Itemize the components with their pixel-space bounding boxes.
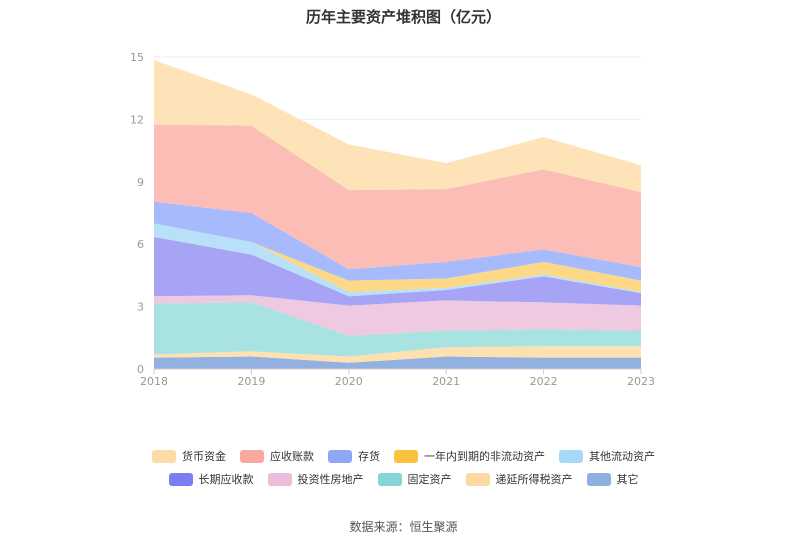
legend-swatch	[152, 449, 176, 463]
x-tick-label: 2021	[432, 375, 460, 388]
legend-item[interactable]: 投资性房地产	[267, 471, 364, 487]
legend-swatch	[240, 449, 264, 463]
legend-item[interactable]: 递延所得税资产	[465, 471, 573, 487]
legend-label: 其他流动资产	[589, 450, 655, 463]
area-series-2	[154, 302, 641, 357]
x-tick-label: 2023	[627, 375, 655, 388]
legend-item[interactable]: 存货	[328, 448, 380, 464]
area-series-0	[154, 356, 641, 369]
legend-label: 货币资金	[182, 450, 226, 463]
legend-item[interactable]: 固定资产	[377, 471, 452, 487]
legend-item[interactable]: 一年内到期的非流动资产	[394, 448, 545, 464]
legend-label: 长期应收款	[198, 473, 254, 486]
legend-swatch	[465, 472, 490, 486]
legend-label: 递延所得税资产	[495, 473, 573, 486]
legend-row: 长期应收款 投资性房地产 固定资产 递延所得税资产 其它	[0, 471, 807, 487]
legend-swatch	[267, 472, 292, 486]
area-series-7	[154, 201, 641, 281]
legend-label: 固定资产	[407, 473, 452, 486]
y-tick-label: 3	[137, 301, 144, 314]
legend-item[interactable]: 其它	[586, 471, 639, 487]
legend-label: 投资性房地产	[297, 473, 364, 486]
chart-legend: 货币资金 应收账款 存货 一年内到期的非流动资产 其他流动资产长期应收款 投资性房地产 固定…	[0, 448, 807, 494]
legend-swatch	[586, 472, 611, 486]
legend-label: 应收账款	[270, 450, 314, 463]
x-tick-label: 2022	[530, 375, 558, 388]
data-source-note: 数据来源：恒生聚源	[349, 520, 458, 534]
legend-swatch	[328, 449, 352, 463]
y-tick-label: 6	[137, 238, 144, 251]
legend-label: 一年内到期的非流动资产	[424, 450, 545, 463]
area-series-1	[154, 346, 641, 363]
area-series-3	[154, 295, 641, 336]
legend-row: 货币资金 应收账款 存货 一年内到期的非流动资产 其他流动资产	[0, 448, 807, 464]
area-series-9	[154, 60, 641, 193]
legend-swatch	[377, 472, 402, 486]
x-tick-label: 2020	[335, 375, 363, 388]
legend-item[interactable]: 货币资金	[152, 448, 226, 464]
y-tick-label: 9	[137, 176, 144, 189]
x-tick-label: 2018	[140, 375, 168, 388]
chart-plot: 0 3 6 9 12 15 2018 2019 2020 2021 2022 2023	[130, 51, 655, 388]
legend-swatch	[168, 472, 193, 486]
y-tick-label: 12	[130, 113, 144, 126]
y-tick-label: 0	[137, 363, 144, 376]
area-series-5	[154, 223, 641, 297]
area-series-6	[154, 223, 641, 292]
x-tick-label: 2019	[237, 375, 265, 388]
legend-item[interactable]: 其他流动资产	[559, 448, 655, 464]
legend-label: 存货	[358, 450, 380, 463]
legend-swatch	[559, 449, 583, 463]
y-tick-label: 15	[130, 51, 144, 64]
legend-swatch	[394, 449, 418, 463]
chart-title: 历年主要资产堆积图（亿元）	[305, 8, 501, 26]
legend-label: 其它	[616, 473, 639, 486]
legend-item[interactable]: 应收账款	[240, 448, 314, 464]
area-series-4	[154, 236, 641, 306]
area-series-8	[154, 124, 641, 270]
legend-item[interactable]: 长期应收款	[168, 471, 254, 487]
